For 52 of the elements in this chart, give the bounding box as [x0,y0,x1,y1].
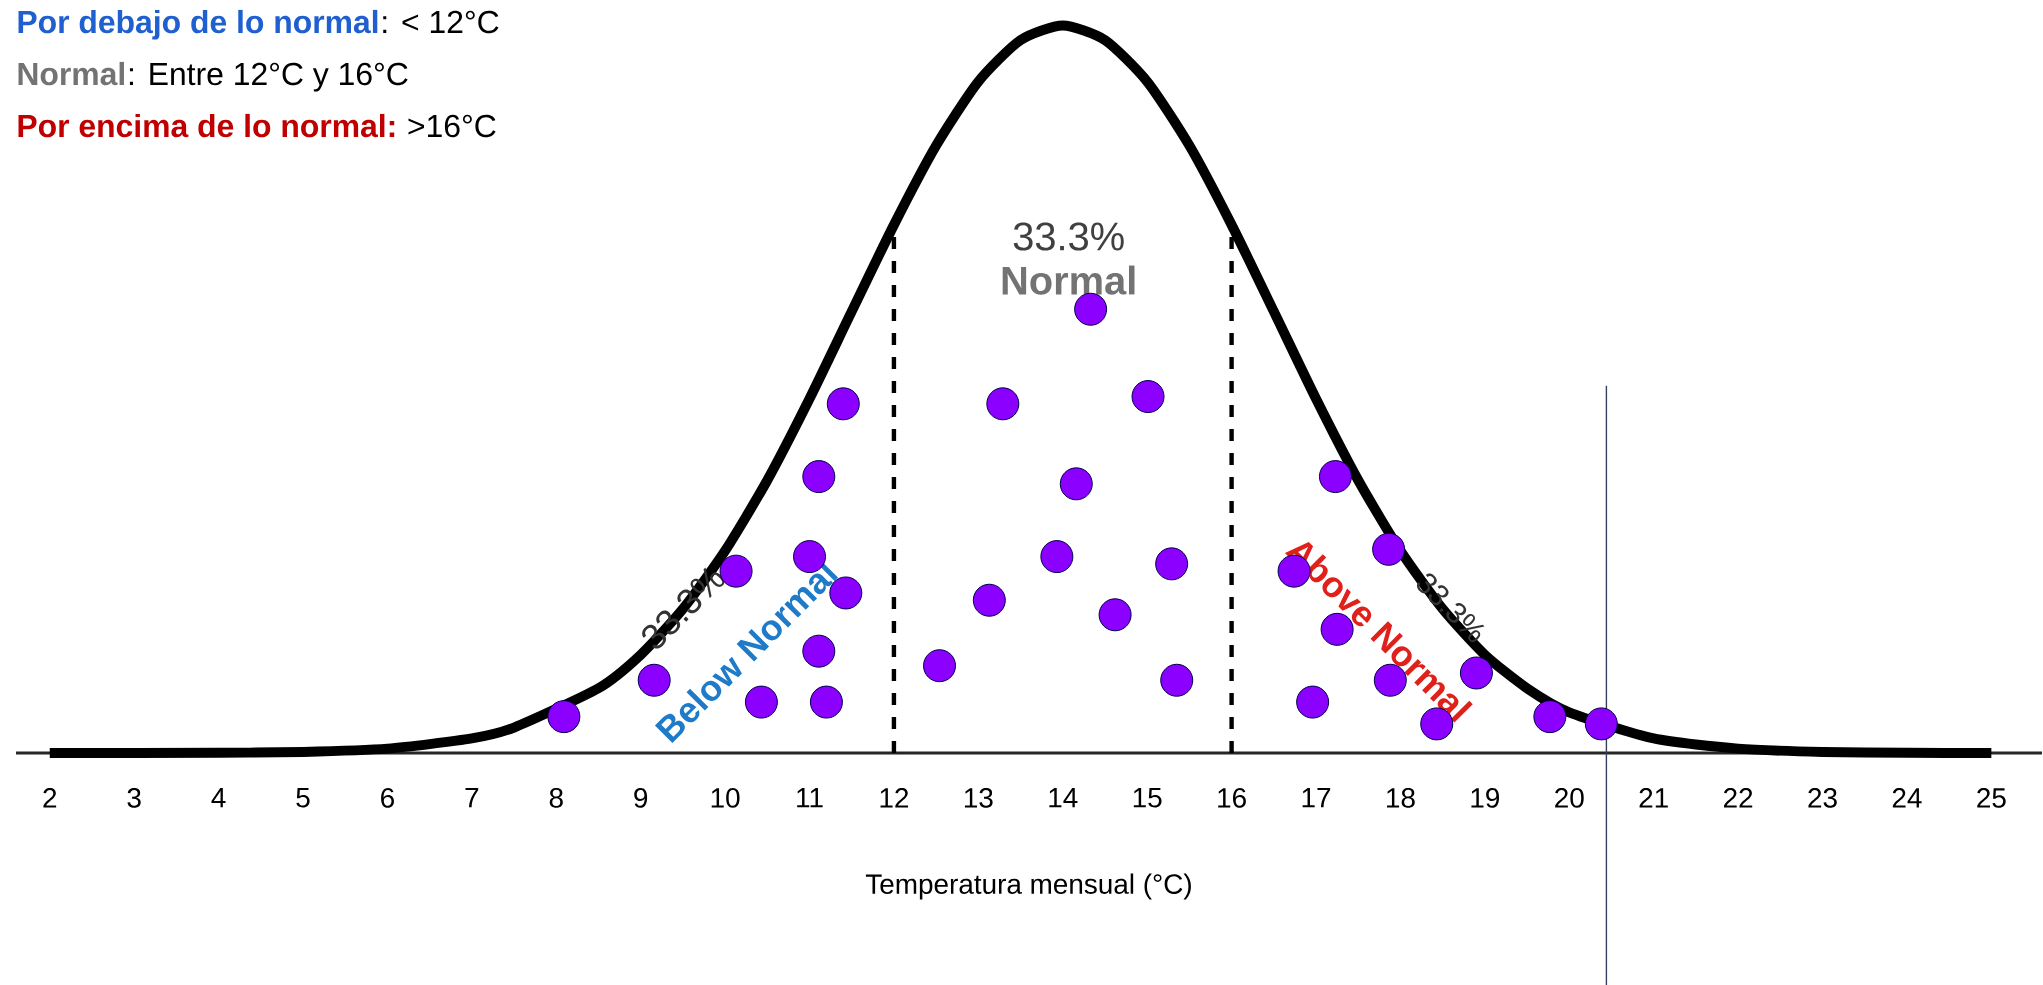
x-tick-label: 18 [1387,788,1415,808]
x-tick-label: 11 [797,788,823,808]
x-tick-label: 13 [964,788,993,808]
annotation: Por encima de lo normal: [18,113,395,138]
point [986,387,1020,421]
x-tick-label: 2 [43,788,57,808]
x-tick-label: 17 [1302,788,1331,808]
point [547,700,581,734]
point [972,583,1006,617]
point [1098,598,1132,632]
annotation: >16°C [408,114,496,138]
x-tick-label: 12 [880,788,909,808]
point [1372,532,1406,566]
point [1040,540,1074,574]
point [1131,380,1165,414]
x-tick-label: 3 [127,788,141,808]
x-tick-label: 19 [1471,788,1500,808]
x-tick-label: 14 [1049,788,1078,808]
point [1318,460,1352,494]
point [1296,685,1330,719]
x-tick-label: 6 [381,788,394,808]
annotation: Normal [1002,265,1135,295]
point [1533,700,1567,734]
x-tick-label: 7 [465,788,479,808]
point [1160,663,1194,697]
x-tick-label: 16 [1218,788,1246,808]
x-tick-label: 15 [1133,788,1162,808]
point [1059,467,1093,501]
point [826,387,860,421]
annotation: : Entre 12°C y 16°C [129,62,408,92]
x-tick-label: 5 [296,788,310,808]
point [802,460,836,494]
annotation: Normal [18,61,124,86]
point [1584,707,1618,741]
x-tick-label: 20 [1555,788,1584,808]
point [923,649,957,683]
x-tick-label: 24 [1892,788,1922,808]
x-tick-label: 25 [1977,788,2006,808]
annotation: Por debajo de lo normal [18,9,378,40]
x-axis-title: Temperatura mensual (°C) [865,873,1191,900]
point [1155,547,1189,581]
x-tick-label: 22 [1723,788,1753,808]
x-tick-label: 10 [711,788,740,808]
point [744,685,778,719]
point [809,685,843,719]
annotation: 33.3% [1013,222,1124,251]
annotation: : < 12°C [383,10,499,34]
x-tick-label: 21 [1639,788,1668,808]
x-tick-label: 4 [211,788,226,808]
x-tick-label: 9 [634,788,648,808]
x-tick-label: 8 [549,788,563,808]
x-tick-label: 23 [1808,788,1837,808]
